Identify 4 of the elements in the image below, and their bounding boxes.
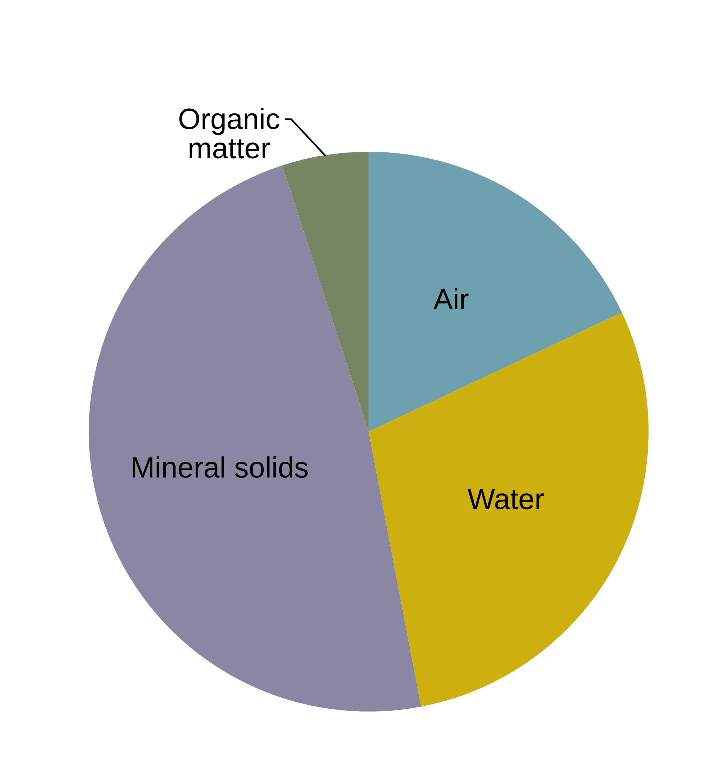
slice-label: Organic matter	[180, 108, 280, 159]
slice-label: Water	[468, 489, 544, 510]
slice-label: Air	[434, 288, 469, 310]
slice-label: Mineral solids	[133, 456, 308, 478]
